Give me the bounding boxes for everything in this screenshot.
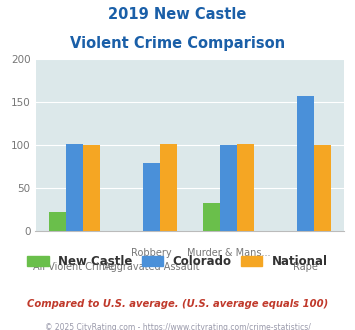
Bar — [83, 145, 100, 231]
Bar — [66, 144, 83, 231]
Text: 2019 New Castle: 2019 New Castle — [108, 7, 247, 21]
Bar — [297, 96, 314, 231]
Legend: New Castle, Colorado, National: New Castle, Colorado, National — [23, 250, 332, 273]
Text: Aggravated Assault: Aggravated Assault — [104, 262, 199, 272]
Bar — [314, 145, 331, 231]
Bar — [220, 145, 237, 231]
Text: © 2025 CityRating.com - https://www.cityrating.com/crime-statistics/: © 2025 CityRating.com - https://www.city… — [45, 323, 310, 330]
Text: Murder & Mans...: Murder & Mans... — [187, 248, 270, 258]
Bar — [49, 212, 66, 231]
Text: Rape: Rape — [293, 262, 318, 272]
Text: Violent Crime Comparison: Violent Crime Comparison — [70, 36, 285, 51]
Text: All Violent Crime: All Violent Crime — [33, 262, 115, 272]
Text: Compared to U.S. average. (U.S. average equals 100): Compared to U.S. average. (U.S. average … — [27, 299, 328, 309]
Bar — [160, 144, 177, 231]
Bar — [203, 203, 220, 231]
Bar — [237, 144, 254, 231]
Text: Robbery: Robbery — [131, 248, 171, 258]
Bar — [143, 163, 160, 231]
